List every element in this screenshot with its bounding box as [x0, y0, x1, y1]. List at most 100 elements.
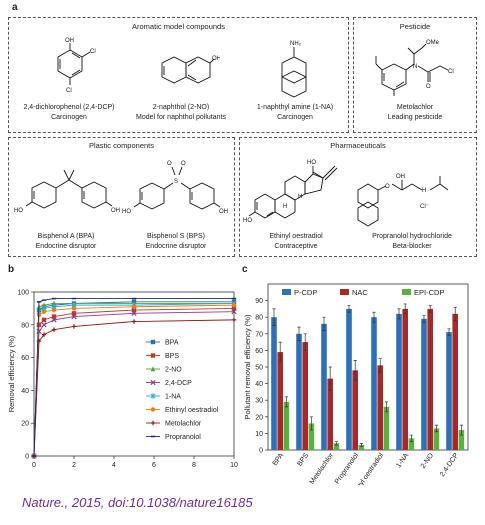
- chart-c-errorbar: [359, 443, 363, 448]
- chart-b-series: [31, 300, 237, 459]
- chart-c-errorbar: [372, 311, 376, 323]
- chart-c-legend-label: P-CDP: [294, 288, 317, 297]
- chart-b-point: [71, 313, 77, 320]
- chart-c-bar: [371, 317, 377, 450]
- chart-c-errorbar: [272, 308, 276, 326]
- chart-b-frame: [33, 291, 235, 457]
- metolachlor-name: Metolachlor: [396, 104, 434, 111]
- chart-c-ytick-label: 70: [255, 331, 263, 338]
- panel-c-letter: c: [242, 264, 248, 275]
- naphthylamine-nh2-label: NH₂: [290, 41, 302, 47]
- naphthol-name: 2-naphthol (2-NO): [152, 104, 210, 111]
- propranolol-cl-label: Cl⁻: [420, 204, 429, 210]
- chart-c-ytick-label: 80: [255, 315, 263, 322]
- propranolol-role: Beta-blocker: [392, 243, 432, 250]
- chart-c-bar: [433, 428, 440, 450]
- bps-name: Bisphenol S (BPS): [147, 233, 205, 240]
- chart-c-bar: [383, 406, 390, 450]
- chart-c-errorbar: [322, 316, 326, 331]
- chart-c-bar: [452, 313, 458, 450]
- chart-c-errorbar: [303, 333, 307, 351]
- chart-c-errorbar: [459, 424, 463, 436]
- chart-b-point: [231, 306, 237, 311]
- chart-b-ytick-label: 40: [21, 388, 29, 395]
- chart-c-bar: [421, 318, 427, 450]
- chart-b-legend-marker: [150, 420, 156, 426]
- metolachlor-ome-label: OMe: [426, 40, 440, 46]
- removal-bar-chart: 0 10 20 30 40 50 60 70 80 90 Pollutant removal eff…: [243, 283, 469, 485]
- chart-b-point: [41, 322, 47, 328]
- chart-b-legend-label: 2-NO: [165, 367, 182, 374]
- chart-b-series-line: [33, 311, 235, 457]
- chart-b-point: [51, 327, 57, 332]
- naphthylamine-name: 1-naphthyl amine (1-NA): [256, 104, 334, 111]
- oestradiol-ho-label: HO: [243, 218, 252, 224]
- chart-c-bar: [302, 342, 308, 450]
- chart-c-legend-label: EPI-CDP: [414, 288, 444, 297]
- chart-c-legend-swatch: [402, 289, 411, 295]
- chart-b-legend-label: Metolachlor: [165, 421, 202, 428]
- chart-c-legend-label: NAC: [352, 288, 368, 297]
- chart-c-errorbar: [434, 424, 438, 433]
- chart-b-point: [131, 310, 137, 316]
- bpa-role: Endocrine disruptor: [35, 243, 97, 250]
- chart-b-legend-label: Propranolol: [165, 434, 201, 441]
- chart-c-bar: [402, 308, 408, 450]
- chart-b-legend-label: 1-NA: [165, 394, 181, 401]
- pesticide-title: Pesticide: [399, 22, 431, 31]
- chart-b-series-line: [33, 303, 235, 457]
- chart-c-errorbar: [378, 358, 382, 373]
- metolachlor-cl-label: Cl: [448, 69, 454, 75]
- pharma-title: Pharmaceuticals: [330, 141, 386, 150]
- chart-b-point: [51, 300, 57, 306]
- bps-ho-label: HO: [122, 209, 131, 215]
- chart-b-point: [131, 319, 137, 324]
- chart-c-errorbar: [428, 305, 432, 313]
- chart-b-xtick-label: 0: [32, 462, 36, 469]
- chart-c-errorbar: [297, 326, 301, 341]
- chart-b-point: [71, 311, 77, 316]
- chart-c-errorbar: [447, 328, 451, 336]
- chart-c-ytick-label: 40: [255, 381, 263, 388]
- chart-b-series: [31, 317, 237, 459]
- chart-c-ytick-label: 60: [255, 348, 263, 355]
- bps-s-label: S: [174, 179, 178, 185]
- chart-c-bar: [283, 401, 290, 450]
- chart-b-series-line: [33, 301, 234, 457]
- pesticide-box: Pesticide: [353, 17, 477, 133]
- chart-c-legend-swatch: [340, 289, 349, 295]
- chart-c-bar: [308, 423, 315, 450]
- dcp-role: Carcinogen: [51, 114, 87, 121]
- panel-a-letter: a: [12, 2, 18, 13]
- citation-caption: Nature., 2015, doi:10.1038/nature16185: [22, 495, 253, 510]
- chart-c-errorbar: [409, 434, 413, 443]
- chart-c-category-label: BPS: [296, 452, 310, 468]
- metolachlor-role: Leading pesticide: [387, 114, 443, 121]
- chart-c-bar: [321, 323, 327, 450]
- chart-b-legend-label: BPA: [165, 340, 179, 347]
- chart-c-errorbar: [384, 401, 388, 413]
- chart-b-point: [51, 307, 57, 313]
- propranolol-structure: O OH H Cl⁻: [357, 174, 449, 227]
- chart-b-legend-label: Ethinyl oestradiol: [165, 407, 219, 414]
- chart-c-errorbar: [309, 416, 313, 431]
- chart-c-category-label: Metolachlor: [309, 452, 336, 485]
- chart-b-point: [71, 324, 77, 329]
- chart-b-point: [41, 332, 47, 337]
- chart-c-errorbar: [397, 308, 401, 320]
- chart-b-legend-label: BPS: [165, 353, 179, 360]
- bpa-name: Bisphenol A (BPA): [37, 233, 95, 240]
- chart-c-errorbar: [403, 303, 407, 315]
- chart-b-legend-marker: [150, 339, 156, 345]
- chart-b-legend-label: 2,4-DCP: [165, 380, 192, 387]
- chart-b-point: [231, 317, 237, 323]
- propranolol-nh-label: H: [422, 188, 426, 194]
- chart-c-bar: [446, 332, 452, 450]
- plastic-box: Plastic components: [8, 137, 235, 257]
- dcp-name: 2,4-dichlorophenol (2,4-DCP): [23, 104, 115, 111]
- chart-c-bar: [377, 365, 383, 450]
- chart-b-series: [31, 297, 237, 457]
- chart-c-errorbar: [347, 305, 351, 313]
- chart-c-bar: [333, 443, 340, 450]
- chart-b-xtick-label: 4: [112, 462, 116, 469]
